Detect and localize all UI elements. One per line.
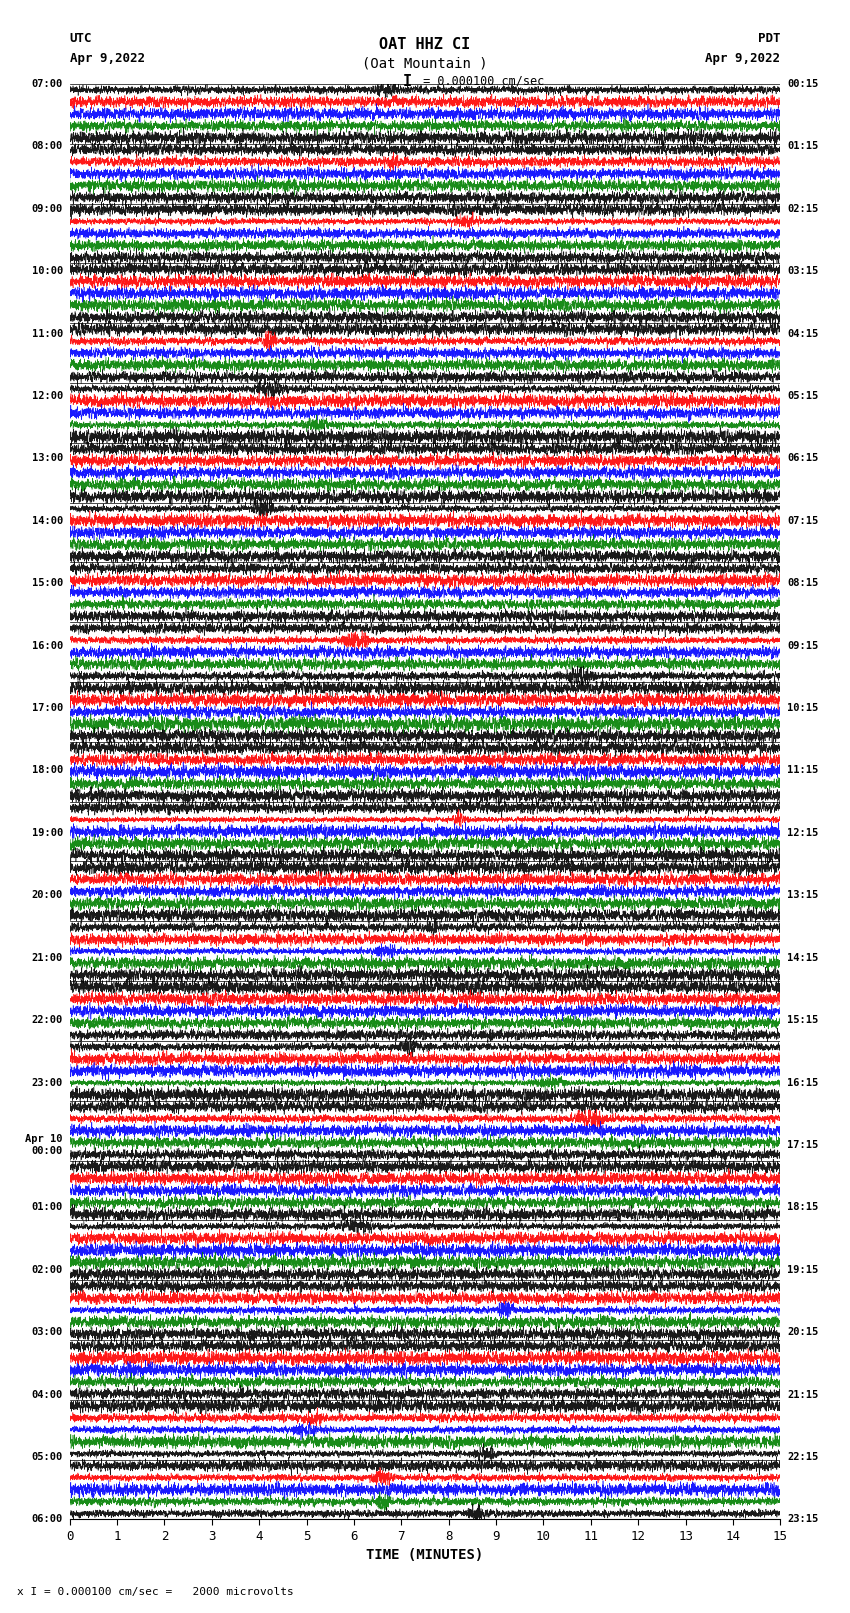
Text: OAT HHZ CI: OAT HHZ CI bbox=[379, 37, 471, 52]
Text: Apr 9,2022: Apr 9,2022 bbox=[706, 52, 780, 65]
Text: 16:15: 16:15 bbox=[787, 1077, 819, 1087]
Text: 09:15: 09:15 bbox=[787, 640, 819, 650]
Text: 21:15: 21:15 bbox=[787, 1390, 819, 1400]
Text: 17:15: 17:15 bbox=[787, 1140, 819, 1150]
Text: 04:00: 04:00 bbox=[31, 1390, 63, 1400]
Text: 03:00: 03:00 bbox=[31, 1327, 63, 1337]
Text: 12:15: 12:15 bbox=[787, 827, 819, 837]
Text: 18:00: 18:00 bbox=[31, 766, 63, 776]
Text: 22:15: 22:15 bbox=[787, 1452, 819, 1461]
Text: 05:15: 05:15 bbox=[787, 390, 819, 402]
Text: 00:15: 00:15 bbox=[787, 79, 819, 89]
Text: 20:15: 20:15 bbox=[787, 1327, 819, 1337]
Text: x I = 0.000100 cm/sec =   2000 microvolts: x I = 0.000100 cm/sec = 2000 microvolts bbox=[17, 1587, 294, 1597]
Text: 10:15: 10:15 bbox=[787, 703, 819, 713]
Text: 23:00: 23:00 bbox=[31, 1077, 63, 1087]
Text: 18:15: 18:15 bbox=[787, 1202, 819, 1213]
Text: 20:00: 20:00 bbox=[31, 890, 63, 900]
Text: PDT: PDT bbox=[758, 32, 780, 45]
Text: 08:00: 08:00 bbox=[31, 142, 63, 152]
Text: 13:00: 13:00 bbox=[31, 453, 63, 463]
Text: 01:00: 01:00 bbox=[31, 1202, 63, 1213]
Text: UTC: UTC bbox=[70, 32, 92, 45]
Text: 02:15: 02:15 bbox=[787, 203, 819, 213]
Text: 14:00: 14:00 bbox=[31, 516, 63, 526]
X-axis label: TIME (MINUTES): TIME (MINUTES) bbox=[366, 1548, 484, 1563]
Text: 11:00: 11:00 bbox=[31, 329, 63, 339]
Text: 09:00: 09:00 bbox=[31, 203, 63, 213]
Text: 08:15: 08:15 bbox=[787, 577, 819, 589]
Text: 10:00: 10:00 bbox=[31, 266, 63, 276]
Text: 03:15: 03:15 bbox=[787, 266, 819, 276]
Text: 19:00: 19:00 bbox=[31, 827, 63, 837]
Text: I: I bbox=[403, 74, 412, 89]
Text: 02:00: 02:00 bbox=[31, 1265, 63, 1274]
Text: 13:15: 13:15 bbox=[787, 890, 819, 900]
Text: 15:15: 15:15 bbox=[787, 1015, 819, 1026]
Text: 11:15: 11:15 bbox=[787, 766, 819, 776]
Text: 17:00: 17:00 bbox=[31, 703, 63, 713]
Text: 06:00: 06:00 bbox=[31, 1515, 63, 1524]
Text: 05:00: 05:00 bbox=[31, 1452, 63, 1461]
Text: 06:15: 06:15 bbox=[787, 453, 819, 463]
Text: 22:00: 22:00 bbox=[31, 1015, 63, 1026]
Text: (Oat Mountain ): (Oat Mountain ) bbox=[362, 56, 488, 71]
Text: 04:15: 04:15 bbox=[787, 329, 819, 339]
Text: 07:00: 07:00 bbox=[31, 79, 63, 89]
Text: 07:15: 07:15 bbox=[787, 516, 819, 526]
Text: 01:15: 01:15 bbox=[787, 142, 819, 152]
Text: 23:15: 23:15 bbox=[787, 1515, 819, 1524]
Text: 12:00: 12:00 bbox=[31, 390, 63, 402]
Text: 16:00: 16:00 bbox=[31, 640, 63, 650]
Text: 21:00: 21:00 bbox=[31, 953, 63, 963]
Text: Apr 10
00:00: Apr 10 00:00 bbox=[26, 1134, 63, 1157]
Text: Apr 9,2022: Apr 9,2022 bbox=[70, 52, 144, 65]
Text: 14:15: 14:15 bbox=[787, 953, 819, 963]
Text: 15:00: 15:00 bbox=[31, 577, 63, 589]
Text: = 0.000100 cm/sec: = 0.000100 cm/sec bbox=[416, 74, 545, 87]
Text: 19:15: 19:15 bbox=[787, 1265, 819, 1274]
